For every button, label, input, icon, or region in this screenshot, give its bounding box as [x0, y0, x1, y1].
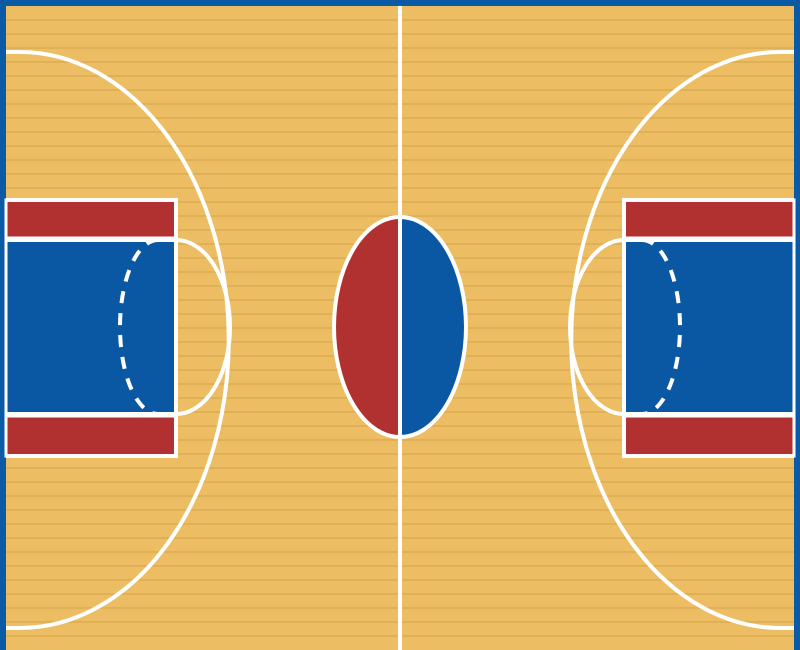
- center-circle-right-half: [400, 217, 466, 437]
- left-free-throw-circle-dashed: [118, 238, 159, 416]
- left-key-outline: [6, 198, 178, 458]
- center-circle-left-half: [334, 217, 400, 437]
- left-lane-red-top: [4, 198, 178, 240]
- left-paint: [4, 238, 178, 416]
- left-free-throw-circle-solid: [175, 238, 232, 416]
- right-free-throw-circle-solid: [568, 238, 625, 416]
- left-lane-red-bottom: [4, 414, 178, 458]
- right-free-throw-circle-dashed: [641, 238, 682, 416]
- right-key-outline: [622, 198, 794, 458]
- right-lane-red-bottom: [622, 414, 796, 458]
- right-paint: [622, 238, 796, 416]
- right-lane-red-top: [622, 198, 796, 240]
